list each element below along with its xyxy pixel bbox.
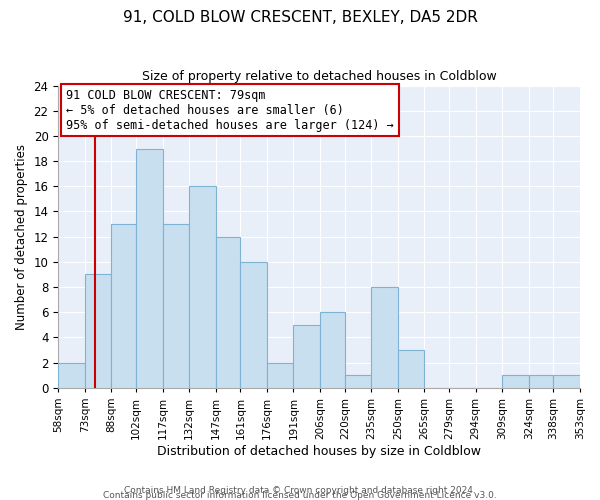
Bar [320,312,345,388]
Bar [189,186,215,388]
Bar [371,287,398,388]
Text: 91 COLD BLOW CRESCENT: 79sqm
← 5% of detached houses are smaller (6)
95% of semi: 91 COLD BLOW CRESCENT: 79sqm ← 5% of det… [66,88,394,132]
X-axis label: Distribution of detached houses by size in Coldblow: Distribution of detached houses by size … [157,444,481,458]
Bar [398,350,424,388]
Bar [553,375,580,388]
Bar [293,325,320,388]
Bar [163,224,189,388]
Bar [112,224,136,388]
Text: Contains HM Land Registry data © Crown copyright and database right 2024.: Contains HM Land Registry data © Crown c… [124,486,476,495]
Y-axis label: Number of detached properties: Number of detached properties [15,144,28,330]
Bar [136,148,163,388]
Bar [529,375,553,388]
Bar [241,262,267,388]
Title: Size of property relative to detached houses in Coldblow: Size of property relative to detached ho… [142,70,497,83]
Bar [85,274,112,388]
Bar [58,362,85,388]
Bar [267,362,293,388]
Text: Contains public sector information licensed under the Open Government Licence v3: Contains public sector information licen… [103,491,497,500]
Bar [345,375,371,388]
Text: 91, COLD BLOW CRESCENT, BEXLEY, DA5 2DR: 91, COLD BLOW CRESCENT, BEXLEY, DA5 2DR [122,10,478,25]
Bar [502,375,529,388]
Bar [215,236,241,388]
